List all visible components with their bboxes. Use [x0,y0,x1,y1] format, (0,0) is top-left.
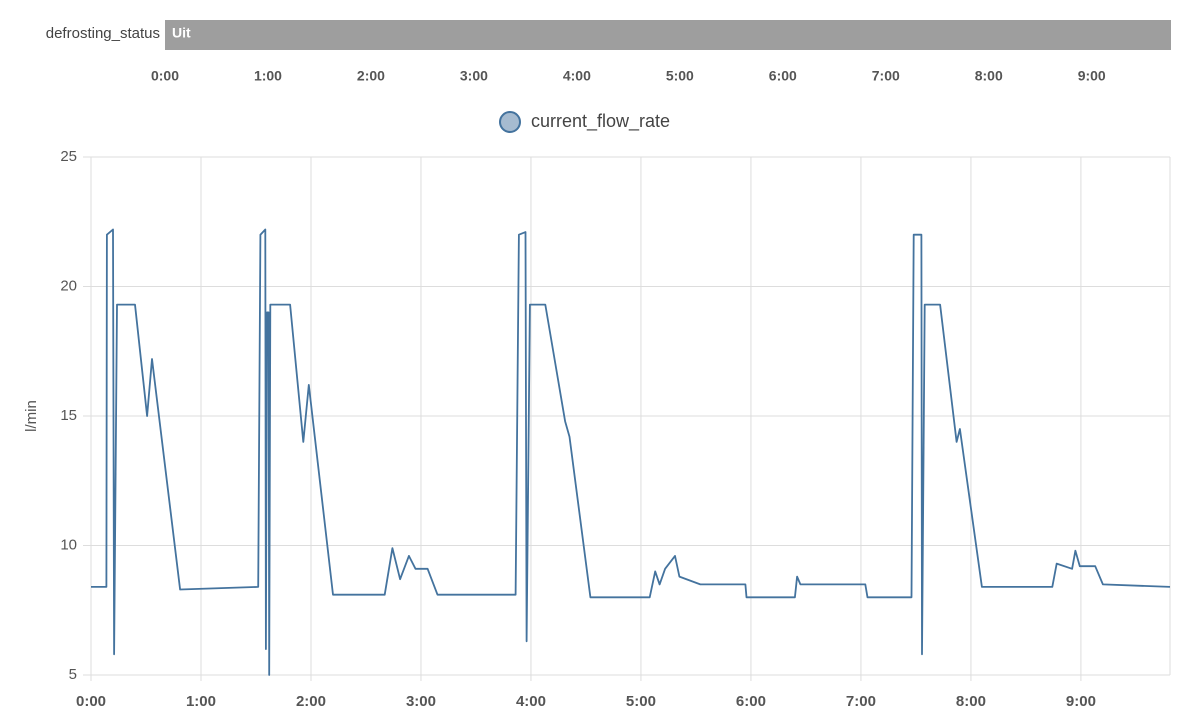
y-tick-label: 15 [60,407,77,424]
x-tick-label: 8:00 [956,693,986,710]
timeline-tick-label: 6:00 [769,68,797,84]
x-tick-label: 0:00 [76,693,106,710]
timeline-state: Uit [172,25,191,41]
legend-marker[interactable] [499,111,521,133]
timeline-tick-label: 5:00 [666,68,694,84]
timeline-tick-label: 2:00 [357,68,385,84]
y-tick-label: 25 [60,148,77,165]
x-tick-label: 6:00 [736,693,766,710]
timeline-tick-label: 9:00 [1078,68,1106,84]
x-tick-label: 2:00 [296,693,326,710]
timeline-tick-label: 7:00 [872,68,900,84]
legend-label[interactable]: current_flow_rate [531,111,670,132]
y-tick-label: 20 [60,277,77,294]
x-tick-label: 7:00 [846,693,876,710]
x-tick-label: 3:00 [406,693,436,710]
y-tick-label: 5 [69,666,77,683]
y-tick-label: 10 [60,536,77,553]
y-axis-label: l/min [23,400,40,432]
timeline-bar[interactable] [165,20,1171,50]
timeline-tick-label: 0:00 [151,68,179,84]
timeline-tick-label: 8:00 [975,68,1003,84]
timeline-tick-label: 1:00 [254,68,282,84]
timeline-entity: defrosting_status [46,25,160,42]
x-tick-label: 4:00 [516,693,546,710]
x-tick-label: 1:00 [186,693,216,710]
timeline-tick-label: 4:00 [563,68,591,84]
data-line [91,228,1171,676]
x-tick-label: 9:00 [1066,693,1096,710]
x-tick-label: 5:00 [626,693,656,710]
timeline-tick-label: 3:00 [460,68,488,84]
